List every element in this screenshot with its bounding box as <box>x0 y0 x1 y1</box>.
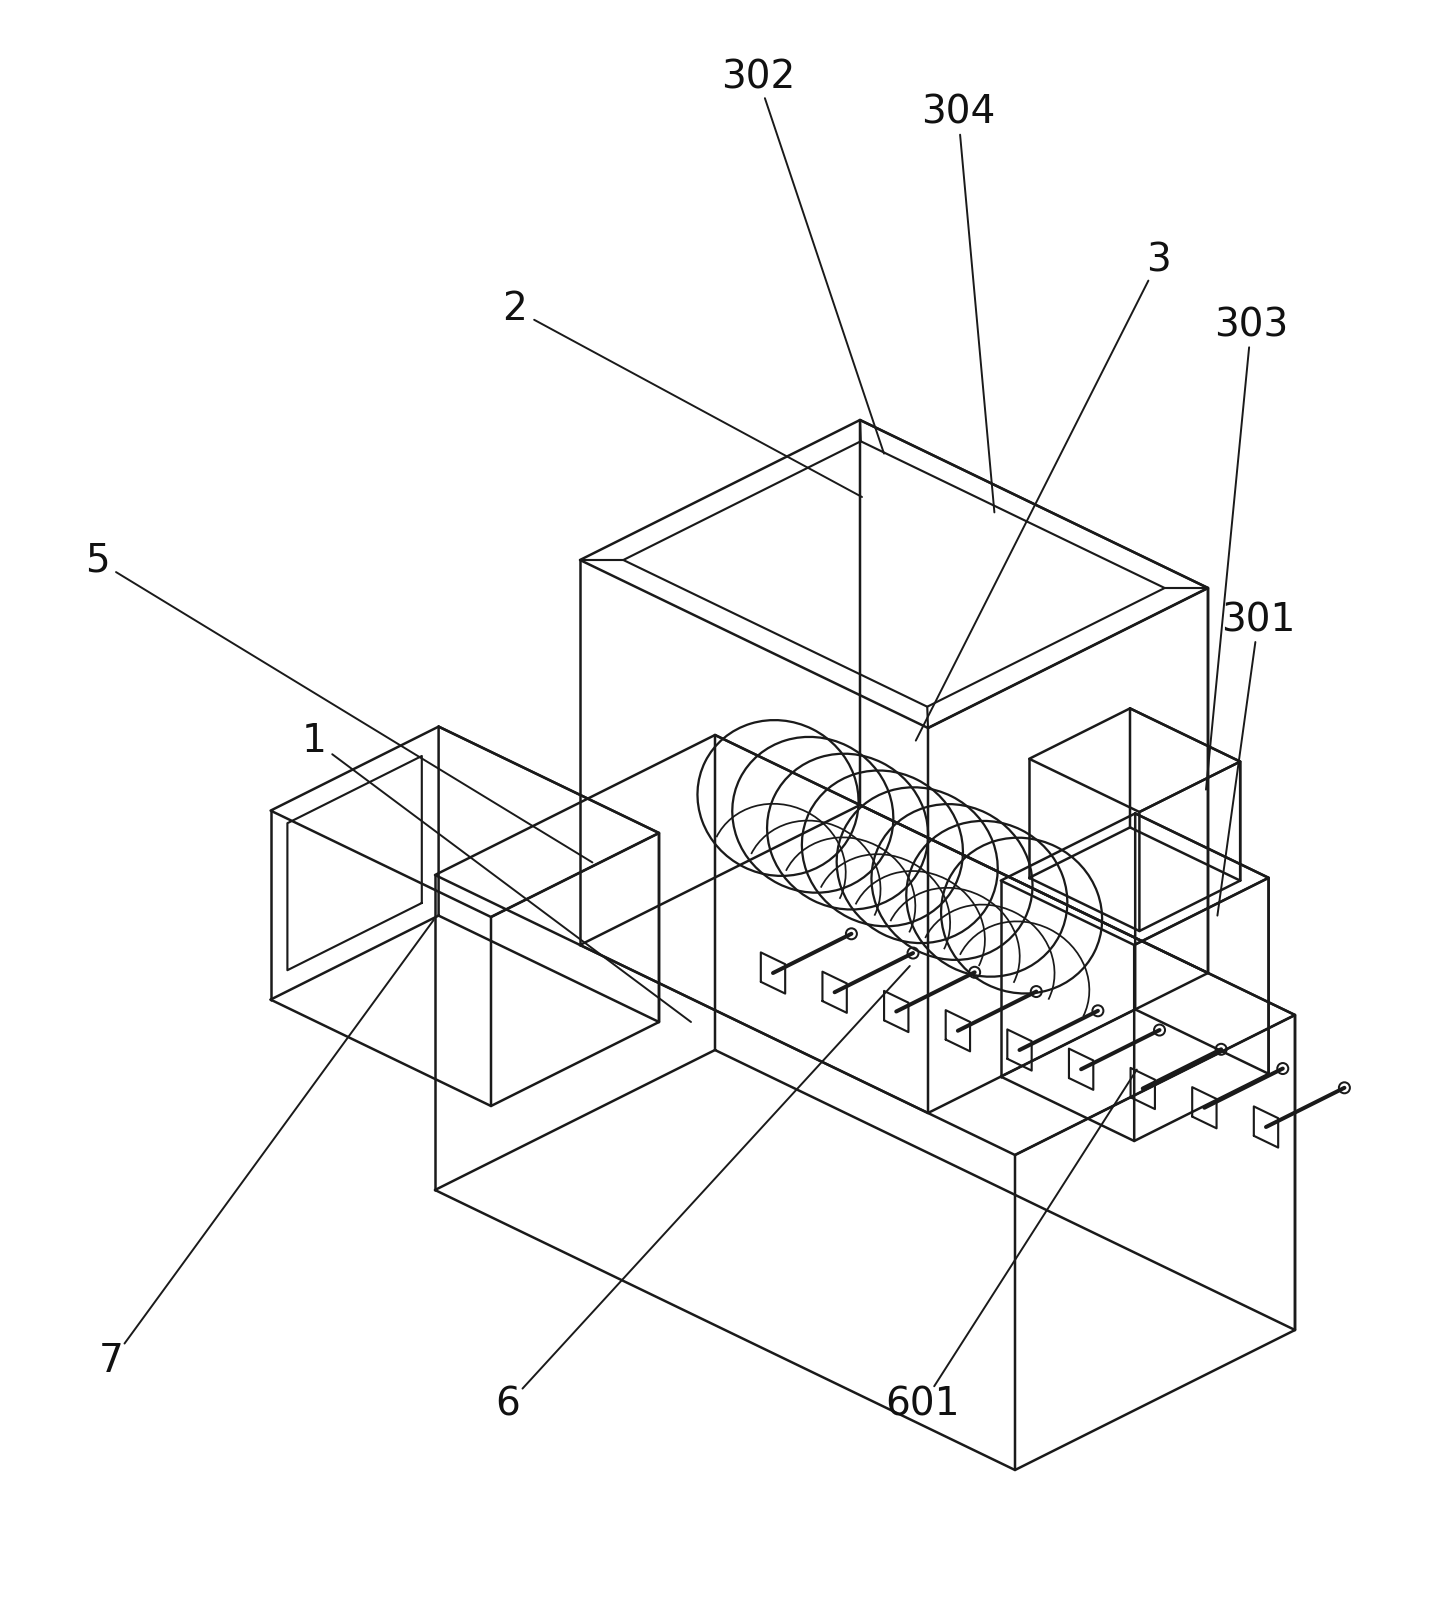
Text: 1: 1 <box>302 722 327 760</box>
Text: 303: 303 <box>1214 306 1288 345</box>
Text: 7: 7 <box>99 1342 124 1381</box>
Text: 3: 3 <box>1145 242 1171 280</box>
Text: 301: 301 <box>1221 601 1296 640</box>
Text: 6: 6 <box>495 1385 521 1424</box>
Text: 304: 304 <box>921 93 995 132</box>
Text: 601: 601 <box>885 1385 960 1424</box>
Text: 5: 5 <box>84 541 110 580</box>
Text: 2: 2 <box>502 290 528 329</box>
Text: 302: 302 <box>721 58 795 97</box>
